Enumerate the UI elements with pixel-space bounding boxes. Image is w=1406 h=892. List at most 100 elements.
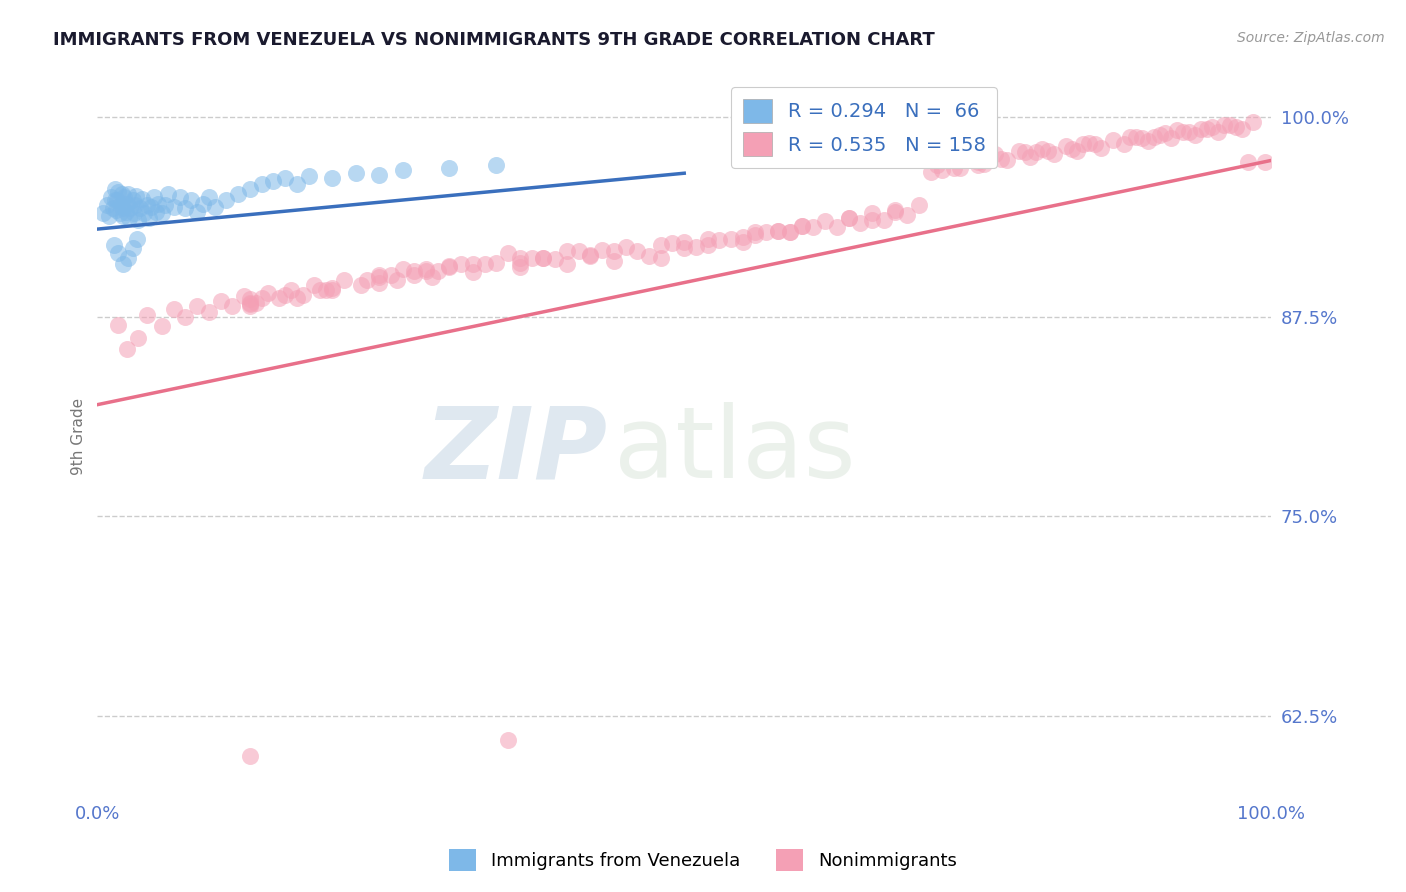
Point: [141, 200, 163, 214]
Point: [838, 211, 860, 225]
Point: [591, 243, 613, 257]
Point: [766, 224, 789, 238]
Point: [496, 246, 519, 260]
Point: [873, 212, 896, 227]
Point: [269, 291, 291, 305]
Point: [1230, 121, 1253, 136]
Point: [122, 206, 145, 220]
Point: [801, 220, 824, 235]
Point: [128, 202, 150, 216]
Point: [262, 174, 284, 188]
Point: [112, 202, 135, 216]
Point: [544, 252, 567, 267]
Point: [115, 342, 138, 356]
Point: [385, 273, 408, 287]
Point: [107, 246, 129, 260]
Point: [779, 225, 801, 239]
Point: [960, 152, 983, 166]
Point: [439, 161, 461, 176]
Point: [245, 295, 267, 310]
Point: [638, 249, 661, 263]
Point: [884, 204, 907, 219]
Point: [380, 268, 402, 283]
Point: [984, 147, 1007, 161]
Point: [568, 244, 591, 259]
Point: [509, 251, 531, 265]
Point: [555, 257, 578, 271]
Point: [603, 244, 626, 259]
Point: [884, 202, 907, 217]
Point: [204, 200, 226, 214]
Point: [966, 158, 988, 172]
Point: [1025, 145, 1047, 160]
Point: [420, 270, 443, 285]
Point: [321, 281, 343, 295]
Point: [579, 249, 602, 263]
Point: [1171, 125, 1194, 139]
Point: [124, 198, 146, 212]
Point: [555, 244, 578, 259]
Point: [174, 310, 197, 324]
Point: [226, 186, 249, 201]
Point: [356, 273, 378, 287]
Point: [239, 182, 262, 196]
Point: [274, 287, 297, 301]
Point: [1243, 115, 1265, 129]
Point: [1154, 126, 1177, 140]
Point: [250, 178, 273, 192]
Point: [404, 263, 426, 277]
Point: [117, 186, 139, 201]
Legend: R = 0.294   N =  66, R = 0.535   N = 158: R = 0.294 N = 66, R = 0.535 N = 158: [731, 87, 997, 168]
Point: [96, 198, 118, 212]
Point: [239, 295, 262, 310]
Point: [239, 748, 262, 763]
Point: [135, 308, 157, 322]
Point: [239, 299, 262, 313]
Point: [426, 263, 449, 277]
Point: [209, 293, 232, 308]
Point: [98, 210, 121, 224]
Point: [107, 186, 129, 200]
Point: [1060, 142, 1083, 156]
Point: [309, 283, 332, 297]
Point: [685, 240, 707, 254]
Point: [790, 219, 813, 233]
Point: [111, 186, 134, 201]
Point: [118, 211, 141, 225]
Point: [344, 166, 367, 180]
Point: [731, 230, 754, 244]
Point: [1166, 123, 1188, 137]
Point: [1213, 119, 1236, 133]
Point: [849, 216, 872, 230]
Point: [744, 225, 766, 239]
Text: ZIP: ZIP: [425, 402, 607, 500]
Point: [496, 732, 519, 747]
Point: [979, 153, 1001, 168]
Point: [1019, 150, 1042, 164]
Point: [120, 202, 142, 216]
Point: [579, 247, 602, 261]
Point: [439, 260, 461, 275]
Point: [114, 204, 136, 219]
Point: [321, 283, 343, 297]
Point: [150, 206, 173, 220]
Point: [121, 194, 143, 208]
Point: [221, 299, 243, 313]
Point: [145, 204, 167, 219]
Point: [127, 232, 149, 246]
Point: [661, 236, 683, 251]
Point: [285, 178, 308, 192]
Point: [250, 291, 273, 305]
Point: [108, 206, 131, 220]
Text: IMMIGRANTS FROM VENEZUELA VS NONIMMIGRANTS 9TH GRADE CORRELATION CHART: IMMIGRANTS FROM VENEZUELA VS NONIMMIGRAN…: [53, 31, 935, 49]
Point: [239, 297, 262, 311]
Point: [450, 257, 472, 271]
Point: [117, 251, 139, 265]
Point: [333, 273, 356, 287]
Point: [112, 257, 135, 271]
Point: [174, 202, 197, 216]
Point: [138, 211, 160, 225]
Point: [509, 255, 531, 269]
Point: [1101, 133, 1123, 147]
Point: [1084, 137, 1107, 152]
